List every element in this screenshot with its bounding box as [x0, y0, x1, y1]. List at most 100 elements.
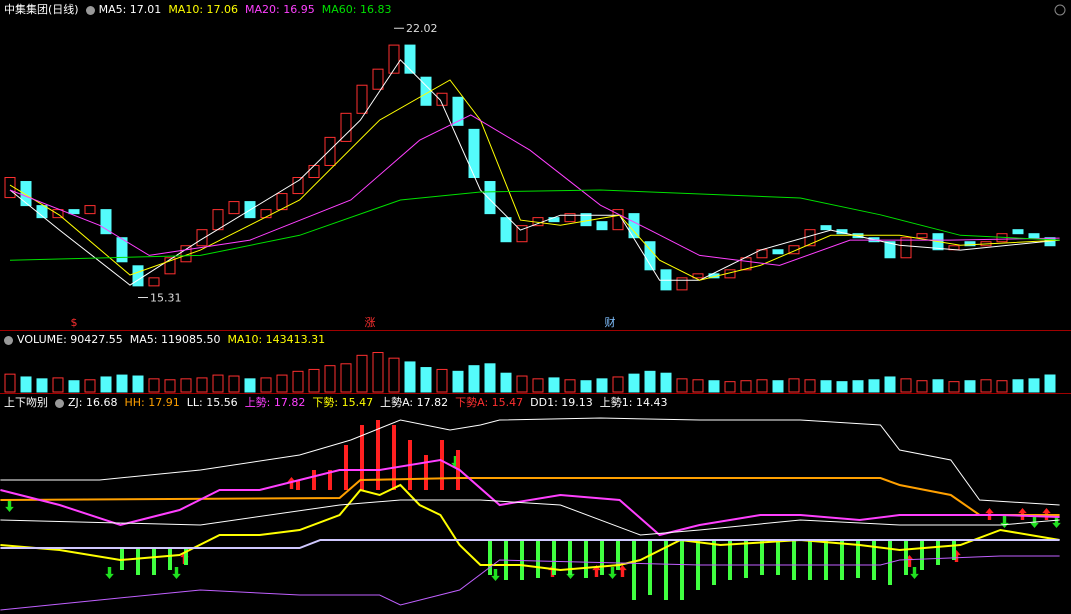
- legend-entry: DD1: 19.13: [530, 396, 593, 409]
- histogram-bar: [312, 470, 316, 490]
- volume-bar: [292, 370, 304, 393]
- volume-bar: [564, 379, 576, 393]
- histogram-bar: [488, 540, 492, 575]
- histogram-bar: [440, 440, 444, 490]
- candle: [548, 217, 560, 223]
- histogram-bar: [600, 540, 604, 575]
- volume-bar: [900, 378, 912, 393]
- volume-bar: [548, 377, 560, 393]
- volume-bar: [708, 380, 720, 393]
- volume-bar: [724, 381, 736, 393]
- legend-entry: ZJ: 16.68: [68, 396, 118, 409]
- volume-bar: [404, 361, 416, 393]
- volume-bar: [324, 365, 336, 393]
- legend-entry: HH: 17.91: [124, 396, 180, 409]
- volume-bar: [36, 378, 48, 393]
- volume-bar: [4, 373, 16, 393]
- candle: [500, 217, 512, 243]
- menu-icon[interactable]: [85, 5, 95, 15]
- histogram-bar: [536, 540, 540, 578]
- candle: [148, 277, 160, 287]
- volume-bar: [1044, 374, 1056, 393]
- histogram-bar: [552, 540, 556, 575]
- histogram-bar: [584, 540, 588, 578]
- line: [0, 483, 1060, 572]
- histogram-bar: [744, 540, 748, 578]
- legend-entry: 上勢A: 17.82: [380, 396, 449, 409]
- panel-header: VOLUME: 90427.55 MA5: 119085.50 MA10: 1434…: [4, 332, 332, 348]
- histogram-bar: [728, 540, 732, 580]
- histogram-bar: [840, 540, 844, 580]
- volume-bar: [132, 375, 144, 393]
- volume-bar: [820, 380, 832, 393]
- candle: [228, 201, 240, 215]
- candle: [116, 237, 128, 263]
- line: [9, 79, 1060, 281]
- legend-entry: 下勢A: 15.47: [455, 396, 524, 409]
- volume-bar: [948, 381, 960, 393]
- volume-bar: [756, 379, 768, 393]
- candle: [772, 249, 784, 255]
- volume-bar: [596, 378, 608, 393]
- candle: [324, 136, 336, 166]
- legend-entry: 下勢: 15.47: [312, 396, 374, 409]
- histogram-bar: [920, 540, 924, 570]
- volume-bar: [532, 378, 544, 393]
- volume-bar: [148, 378, 160, 393]
- candle: [164, 257, 176, 275]
- panel-header: 上下吻别 ZJ: 16.68 HH: 17.91 LL: 15.56 上勢: 17.82…: [4, 395, 675, 411]
- volume-bar: [452, 370, 464, 393]
- volume-bar: [164, 379, 176, 393]
- volume-bar: [340, 363, 352, 393]
- histogram-bar: [568, 540, 572, 575]
- volume-bar: [20, 376, 32, 393]
- legend-entry: MA10: 17.06: [168, 3, 239, 16]
- candle: [1028, 233, 1040, 239]
- candle: [916, 233, 928, 239]
- annotation: 22.02: [406, 22, 438, 35]
- volume-bar: [676, 378, 688, 393]
- volume-bar: [84, 379, 96, 393]
- legend-entry: LL: 15.56: [186, 396, 238, 409]
- candle: [788, 245, 800, 255]
- candle: [404, 44, 416, 74]
- volume-bar: [1012, 379, 1024, 393]
- volume-bar: [388, 357, 400, 393]
- histogram-bar: [856, 540, 860, 578]
- menu-icon[interactable]: [4, 335, 13, 345]
- volume-bar: [196, 377, 208, 393]
- candle: [516, 225, 528, 243]
- candle: [692, 273, 704, 279]
- event-marker: 财: [605, 315, 616, 329]
- panel-title: 上下吻别: [4, 396, 48, 409]
- volume-bar: [52, 377, 64, 393]
- volume-bar: [660, 372, 672, 393]
- volume-bar: [980, 379, 992, 393]
- volume-bar: [468, 365, 480, 393]
- volume-bar: [484, 363, 496, 393]
- histogram-bar: [136, 548, 140, 575]
- candle: [564, 213, 576, 223]
- close-icon[interactable]: [1054, 4, 1066, 16]
- volume-bar: [964, 380, 976, 393]
- volume-bar: [228, 375, 240, 393]
- histogram-bar: [520, 540, 524, 580]
- line: [0, 499, 1060, 536]
- histogram-bar: [664, 540, 668, 600]
- histogram-bar: [632, 540, 636, 600]
- histogram-bar: [904, 540, 908, 575]
- histogram-bar: [712, 540, 716, 585]
- histogram-bar: [936, 540, 940, 565]
- panel-title: 中集集团(日线): [4, 3, 79, 16]
- candle: [884, 241, 896, 259]
- candle: [84, 205, 96, 215]
- volume-bar: [212, 374, 224, 393]
- candle: [676, 277, 688, 291]
- candle: [212, 209, 224, 231]
- candle: [20, 181, 32, 207]
- panel-header: 中集集团(日线) MA5: 17.01 MA10: 17.06 MA20: 16.95…: [4, 2, 398, 18]
- menu-icon[interactable]: [55, 398, 64, 408]
- candle: [340, 112, 352, 142]
